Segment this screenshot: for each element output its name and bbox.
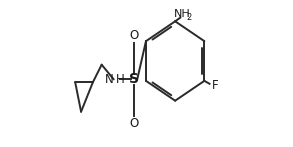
Text: NH: NH — [174, 9, 191, 19]
Text: F: F — [212, 79, 218, 92]
Text: 2: 2 — [187, 13, 192, 22]
Text: O: O — [130, 117, 139, 130]
Text: O: O — [130, 29, 139, 42]
Text: S: S — [129, 72, 139, 86]
Text: N: N — [104, 73, 113, 86]
Text: H: H — [116, 73, 125, 86]
